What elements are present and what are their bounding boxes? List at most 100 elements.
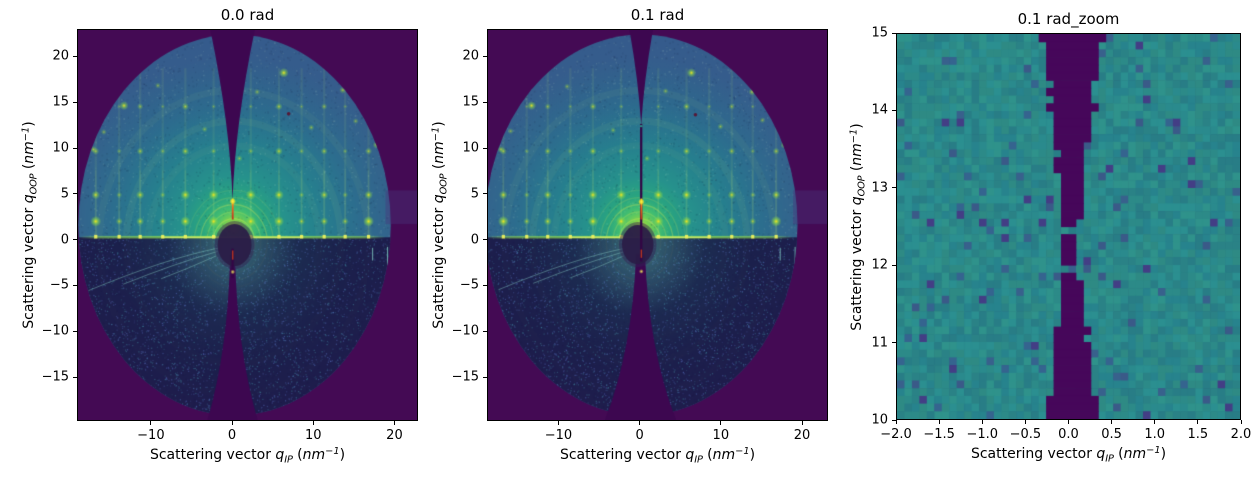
x-tick-mark: [557, 421, 559, 425]
axis-label-unit-close: ): [849, 122, 866, 129]
axis-label-unit-open: (: [1113, 445, 1124, 462]
y-tick-mark: [892, 32, 896, 34]
axis-label-unit-open: (: [849, 165, 866, 176]
y-tick-mark: [892, 109, 896, 111]
x-tick-mark: [1154, 420, 1156, 424]
x-tick-mark: [938, 420, 940, 424]
axis-label-text: Scattering vector: [431, 203, 448, 329]
axis-label-q: q: [21, 194, 38, 204]
axis-label-unit-close: ): [749, 446, 756, 463]
x-tick-label: 20: [793, 428, 811, 443]
y-tick-mark: [483, 239, 487, 241]
y-tick-label: 11: [871, 335, 888, 351]
y-tick-label: 5: [60, 186, 69, 202]
axis-label-exponent: −1: [735, 446, 750, 457]
x-tick-label: −1.5: [923, 427, 955, 442]
x-tick-label: 1.0: [1144, 427, 1166, 442]
axis-label-subscript: IP: [284, 454, 293, 466]
axis-label-text: Scattering vector: [21, 203, 38, 329]
axis-label-text: Scattering vector: [849, 204, 866, 331]
y-tick-mark: [73, 330, 77, 332]
y-axis-label: Scattering vector qOOP (nm−1): [430, 121, 449, 328]
x-tick-label: −2.0: [880, 427, 912, 442]
x-tick-label: 0: [635, 428, 644, 443]
x-tick-mark: [150, 421, 152, 425]
axis-label-subscript: IP: [1105, 453, 1114, 465]
axis-label-unit-close: ): [1160, 445, 1167, 462]
axis-label-text: Scattering vector: [559, 446, 686, 463]
y-tick-label: 12: [871, 257, 888, 273]
y-tick-mark: [73, 284, 77, 286]
y-tick-label: 15: [462, 94, 479, 110]
y-tick-mark: [483, 376, 487, 378]
x-tick-label: 2.0: [1230, 427, 1252, 442]
x-tick-mark: [312, 421, 314, 425]
x-tick-label: 10: [304, 428, 322, 443]
x-tick-mark: [1111, 420, 1113, 424]
axis-label-unit: nm: [1123, 445, 1147, 462]
axis-label-text: Scattering vector: [970, 445, 1097, 462]
axis-label-unit: nm: [302, 446, 326, 463]
panel-title: 0.1 rad: [630, 6, 685, 24]
x-tick-label: −1.0: [966, 427, 999, 442]
y-tick-mark: [73, 193, 77, 195]
y-tick-mark: [73, 147, 77, 149]
axis-label-unit-close: ): [21, 121, 38, 127]
x-tick-mark: [1024, 420, 1026, 424]
x-axis-label: Scattering vector qIP (nm−1): [971, 445, 1166, 464]
x-tick-label: 20: [386, 428, 403, 443]
y-tick-label: 10: [462, 140, 479, 156]
axis-label-unit: nm: [21, 141, 38, 164]
y-tick-mark: [483, 193, 487, 195]
axis-label-exponent: −1: [20, 126, 32, 142]
y-tick-label: 5: [470, 186, 479, 202]
detector-image-canvas: [78, 30, 417, 420]
axis-label-subscript: OOP: [856, 175, 868, 196]
y-tick-mark: [892, 342, 896, 344]
y-tick-mark: [73, 376, 77, 378]
y-tick-label: 0: [60, 232, 69, 248]
axis-label-q: q: [275, 446, 285, 463]
y-tick-label: −15: [41, 369, 69, 385]
y-tick-mark: [483, 101, 487, 103]
axis-label-unit: nm: [849, 142, 866, 166]
axis-label-unit-open: (: [702, 446, 713, 463]
y-tick-mark: [483, 330, 487, 332]
axis-label-unit: nm: [712, 446, 736, 463]
y-axis-label: Scattering vector qOOP (nm−1): [20, 121, 39, 328]
axis-label-unit-open: (: [292, 446, 303, 463]
x-tick-mark: [231, 421, 233, 425]
y-tick-mark: [892, 419, 896, 421]
axis-label-exponent: −1: [430, 126, 442, 142]
axis-label-exponent: −1: [325, 446, 340, 457]
y-tick-label: −15: [451, 369, 479, 385]
x-tick-label: 0.0: [1058, 427, 1079, 442]
axis-label-subscript: OOP: [438, 173, 450, 195]
x-tick-label: 0.5: [1101, 427, 1122, 442]
x-tick-mark: [801, 421, 803, 425]
x-axis-label: Scattering vector qIP (nm−1): [150, 446, 345, 465]
y-tick-label: 15: [52, 94, 69, 110]
y-tick-label: −10: [41, 323, 69, 339]
axis-label-exponent: −1: [848, 128, 860, 143]
axis-label-text: Scattering vector: [149, 446, 276, 463]
y-tick-label: −10: [451, 323, 479, 339]
axis-label-q: q: [431, 194, 448, 204]
detector-image-plot: [77, 29, 418, 421]
y-tick-label: 20: [52, 48, 69, 64]
x-tick-label: 0: [227, 428, 237, 443]
detector-image-plot: [487, 29, 828, 421]
y-tick-label: 10: [52, 140, 69, 156]
axis-label-unit-open: (: [21, 163, 38, 174]
axis-label-unit-open: (: [431, 163, 448, 174]
y-tick-label: 20: [462, 48, 479, 64]
x-tick-mark: [1240, 420, 1242, 424]
y-tick-mark: [892, 187, 896, 189]
x-tick-mark: [1068, 420, 1069, 424]
panel-title: 0.1 rad_zoom: [1017, 10, 1120, 28]
axis-label-subscript: IP: [694, 454, 703, 466]
x-tick-mark: [1197, 420, 1199, 424]
